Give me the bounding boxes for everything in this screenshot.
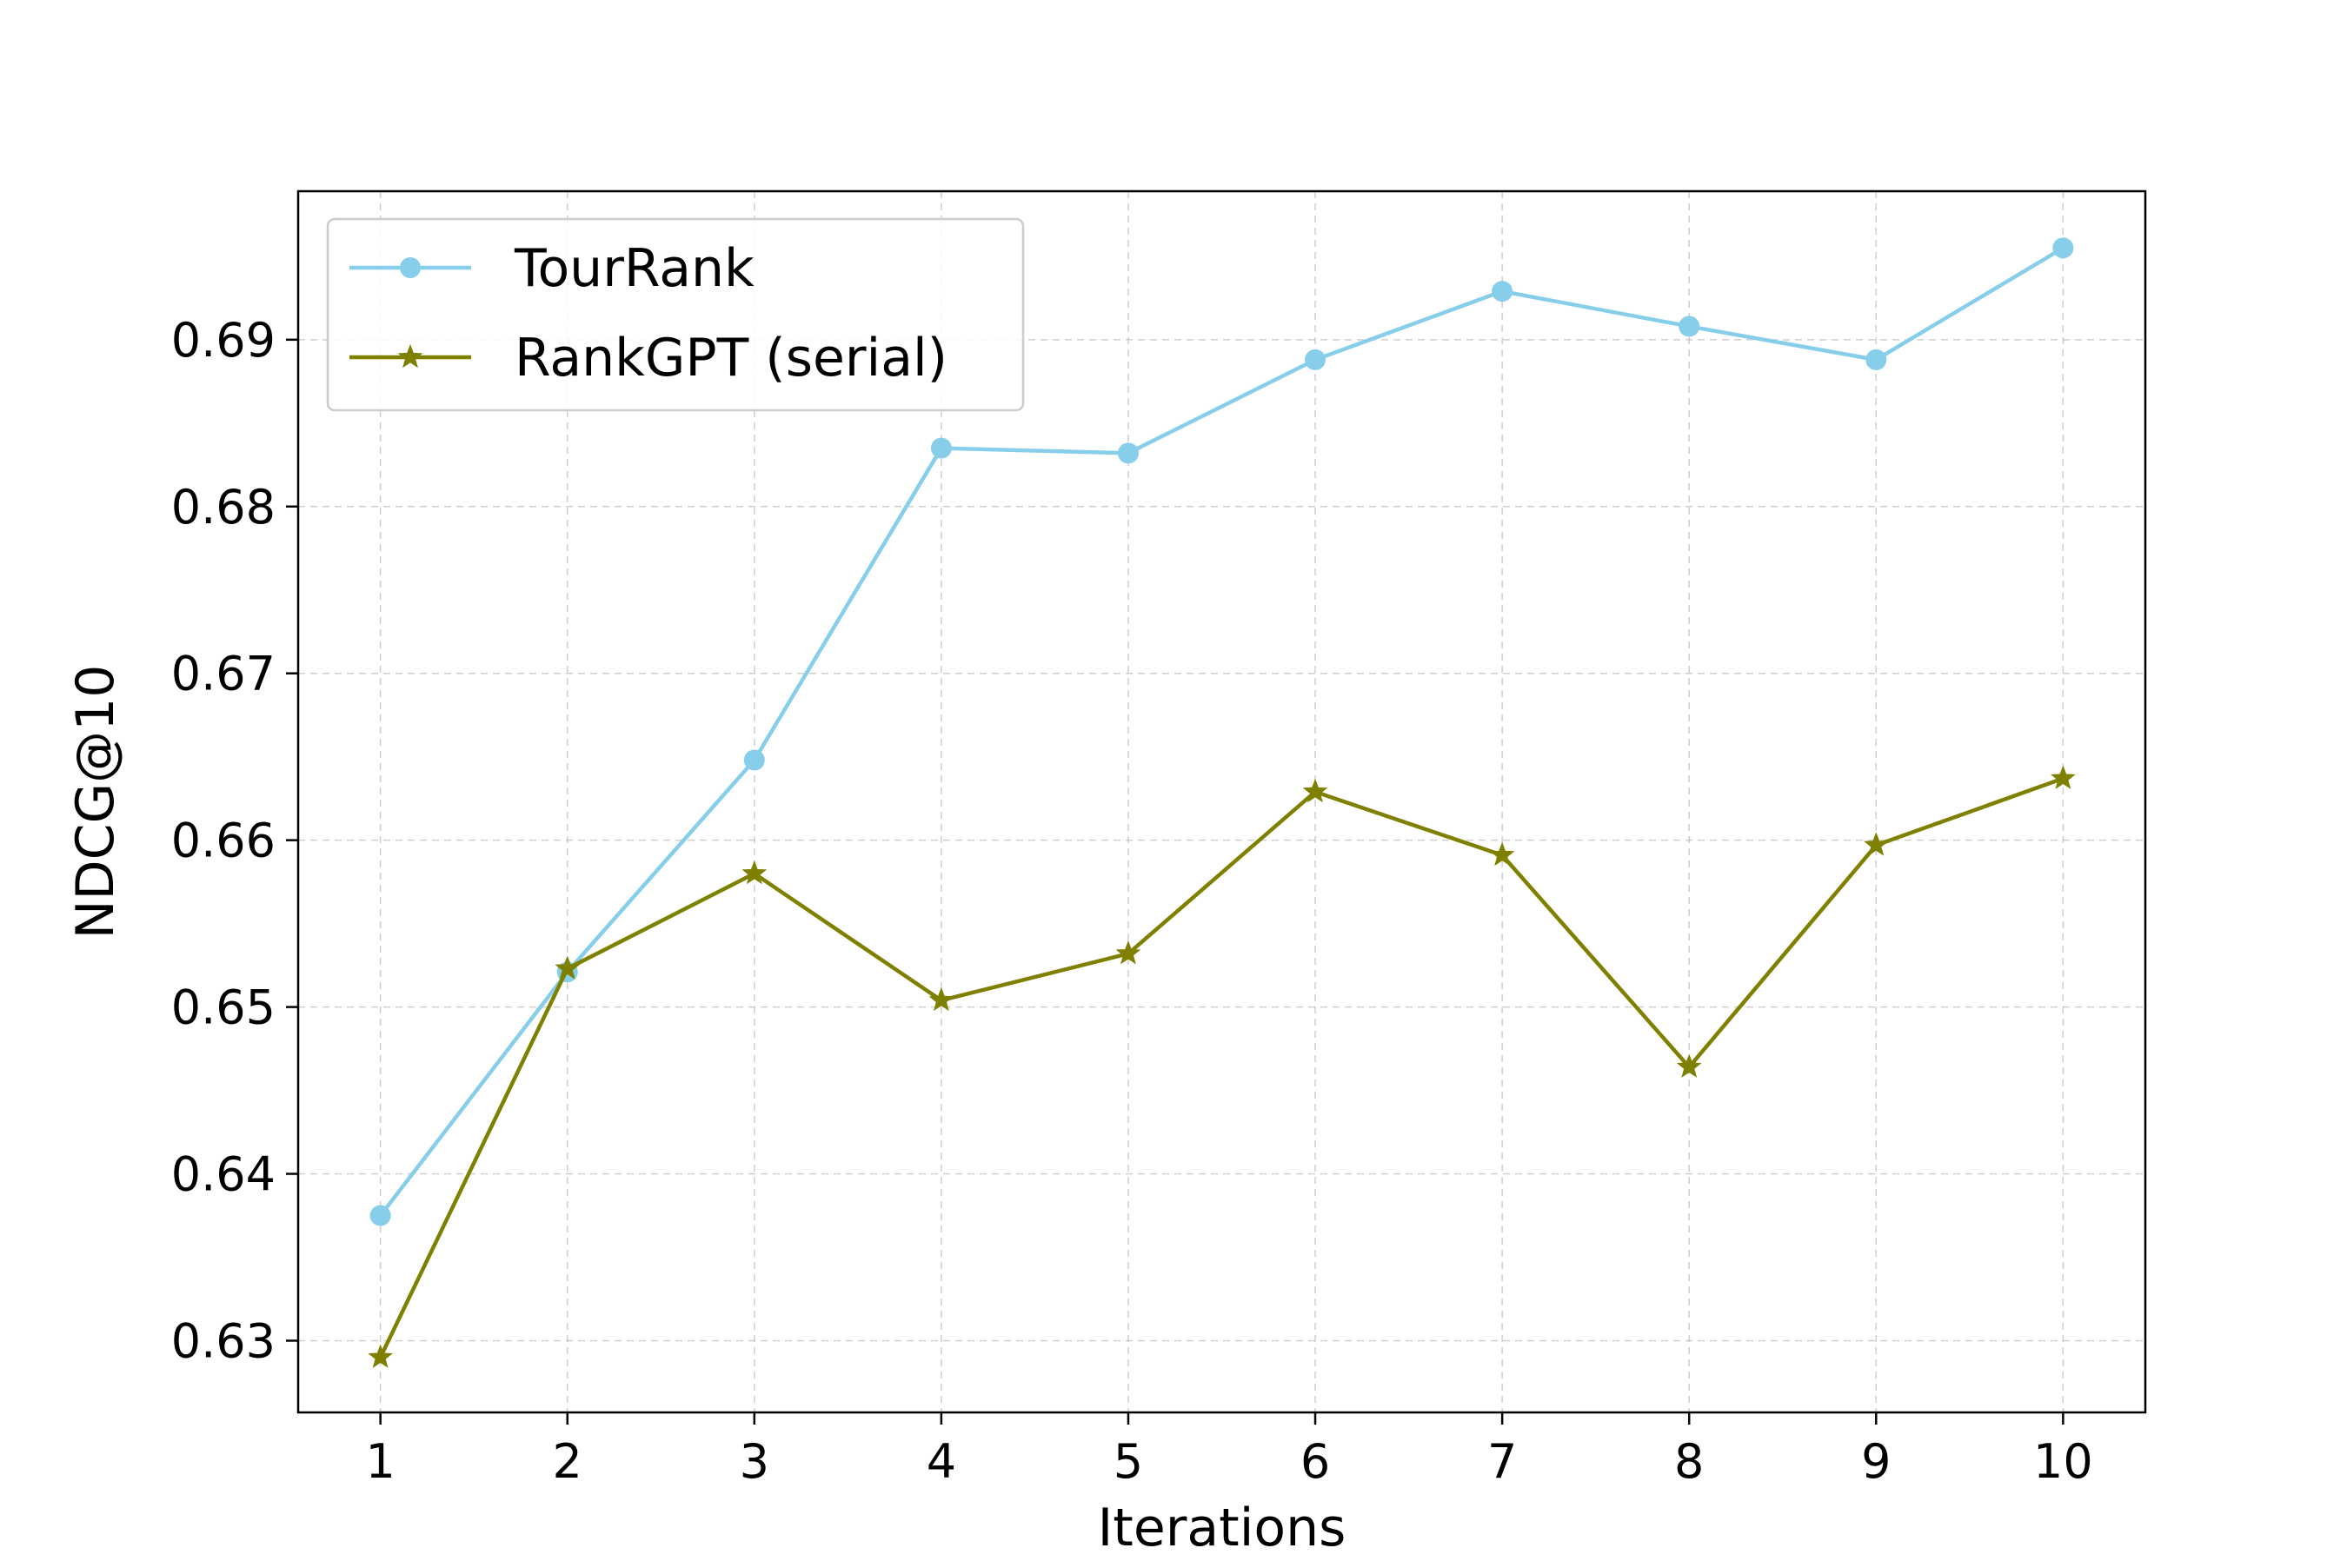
data-point bbox=[741, 860, 768, 885]
x-tick-label: 6 bbox=[1300, 1434, 1330, 1489]
y-tick-label: 0.68 bbox=[171, 480, 276, 535]
x-tick-label: 1 bbox=[365, 1434, 395, 1489]
legend-item: TourRank bbox=[349, 238, 755, 299]
data-point bbox=[2050, 765, 2076, 789]
legend-item: RankGPT (serial) bbox=[349, 328, 947, 389]
legend-label: RankGPT (serial) bbox=[515, 328, 947, 389]
series-line bbox=[378, 776, 2064, 1359]
x-tick-label: 3 bbox=[740, 1434, 769, 1489]
legend-label: TourRank bbox=[514, 238, 755, 299]
x-tick-label: 7 bbox=[1487, 1434, 1517, 1489]
axis-ticks: 1 2 3 4 5 6 7 8 9 10 0.63 0.64 0.65 0.66 0.67 0.68 0.69 bbox=[171, 313, 2093, 1489]
data-point bbox=[1305, 349, 1326, 370]
data-point bbox=[1865, 349, 1887, 370]
data-point bbox=[1115, 940, 1141, 965]
y-tick-label: 0.65 bbox=[171, 980, 276, 1035]
data-point bbox=[555, 955, 581, 980]
x-tick-label: 4 bbox=[927, 1434, 956, 1489]
x-axis-label: Iterations bbox=[1098, 1498, 1346, 1558]
data-point bbox=[369, 1205, 391, 1226]
data-point bbox=[2052, 237, 2074, 259]
y-tick-label: 0.67 bbox=[171, 647, 276, 701]
data-point bbox=[368, 1344, 394, 1368]
legend: TourRank RankGPT (serial) bbox=[326, 217, 1025, 412]
data-point bbox=[930, 437, 952, 459]
y-tick-label: 0.63 bbox=[171, 1313, 276, 1368]
data-point bbox=[1492, 281, 1513, 302]
plot-area-frame bbox=[296, 189, 2147, 1414]
legend-marker bbox=[397, 343, 423, 369]
data-point bbox=[743, 749, 765, 771]
data-point bbox=[1302, 778, 1328, 803]
series-layer bbox=[368, 237, 2076, 1368]
legend-box bbox=[326, 217, 1025, 412]
y-tick-label: 0.66 bbox=[171, 814, 276, 868]
data-point bbox=[1676, 1053, 1702, 1078]
series-line bbox=[378, 246, 2064, 1217]
data-point bbox=[1489, 841, 1515, 867]
grid-lines bbox=[298, 191, 2145, 1412]
series-1 bbox=[368, 765, 2076, 1368]
data-point bbox=[1679, 316, 1700, 337]
x-tick-label: 10 bbox=[2033, 1434, 2093, 1489]
x-tick-label: 2 bbox=[553, 1434, 582, 1489]
y-tick-label: 0.69 bbox=[171, 313, 276, 368]
y-axis-label: NDCG@10 bbox=[65, 665, 126, 940]
x-tick-label: 8 bbox=[1674, 1434, 1704, 1489]
y-tick-label: 0.64 bbox=[171, 1147, 276, 1202]
data-point bbox=[1863, 832, 1889, 856]
legend-marker bbox=[400, 257, 421, 278]
x-tick-label: 5 bbox=[1114, 1434, 1143, 1489]
data-point bbox=[928, 987, 954, 1012]
x-tick-label: 9 bbox=[1861, 1434, 1891, 1489]
data-point bbox=[1117, 442, 1139, 464]
